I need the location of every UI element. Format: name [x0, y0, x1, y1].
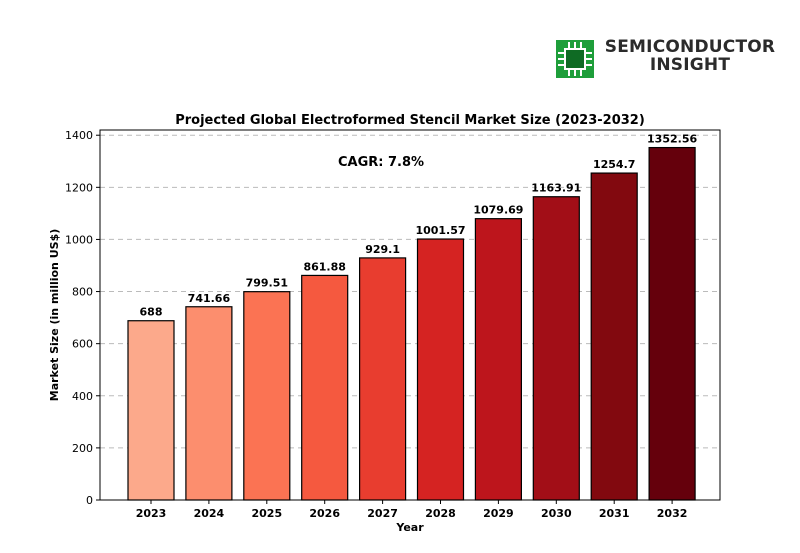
bar — [359, 257, 407, 501]
data-label: 688 — [140, 306, 163, 319]
x-tick-label: 2030 — [541, 507, 572, 520]
cagr-annotation: CAGR: 7.8% — [338, 155, 424, 170]
bar — [648, 146, 696, 501]
x-tick-label: 2023 — [136, 507, 167, 520]
x-tick-label: 2032 — [657, 507, 688, 520]
bars — [127, 146, 696, 501]
y-tick-label: 600 — [72, 338, 93, 351]
plot-frame — [99, 129, 721, 501]
x-tick-label: 2026 — [309, 507, 340, 520]
chip-icon — [556, 40, 594, 78]
logo-line1: SEMICONDUCTOR — [604, 37, 776, 57]
bar — [243, 291, 291, 501]
x-tick-label: 2031 — [599, 507, 630, 520]
bar — [301, 274, 349, 501]
data-label: 799.51 — [246, 277, 288, 290]
bar — [127, 320, 175, 501]
data-label: 1079.69 — [473, 204, 523, 217]
logo-text: SEMICONDUCTOR INSIGHT — [600, 38, 780, 74]
logo-line2: INSIGHT — [649, 55, 731, 75]
data-label: 861.88 — [303, 260, 345, 273]
y-axis-label: Market Size (in million US$) — [48, 229, 61, 402]
x-tick-label: 2028 — [425, 507, 456, 520]
bar — [185, 306, 233, 501]
data-label: 1352.56 — [647, 133, 697, 146]
y-tick-label: 200 — [72, 442, 93, 455]
x-axis-label: Year — [395, 521, 424, 534]
y-tick-label: 400 — [72, 390, 93, 403]
x-tick-label: 2029 — [483, 507, 514, 520]
bar — [474, 218, 522, 501]
x-axis-ticks: 2023 2024 2025 2026 2027 2028 2029 2030 2031 2032 — [136, 500, 688, 520]
logo: SEMICONDUCTOR INSIGHT — [556, 38, 786, 80]
x-tick-label: 2025 — [251, 507, 282, 520]
data-label: 1001.57 — [415, 224, 465, 237]
bar — [416, 238, 465, 501]
y-axis-ticks: 0 200 400 600 800 1000 1200 1400 — [65, 129, 100, 507]
y-tick-label: 1000 — [65, 233, 93, 246]
data-label: 1254.7 — [593, 158, 635, 171]
y-tick-label: 0 — [86, 494, 93, 507]
y-tick-label: 1200 — [65, 181, 93, 194]
bar — [532, 196, 580, 501]
data-label: 1163.91 — [531, 182, 581, 195]
x-tick-label: 2024 — [194, 507, 225, 520]
data-label: 741.66 — [188, 292, 231, 305]
chart-title: Projected Global Electroformed Stencil M… — [175, 113, 645, 128]
data-label: 929.1 — [365, 243, 400, 256]
data-labels: 688 741.66 799.51 861.88 929.1 1001.57 1079.69… — [140, 133, 698, 319]
y-tick-label: 1400 — [65, 129, 93, 142]
x-tick-label: 2027 — [367, 507, 398, 520]
y-tick-label: 800 — [72, 286, 93, 299]
bar — [590, 172, 638, 501]
